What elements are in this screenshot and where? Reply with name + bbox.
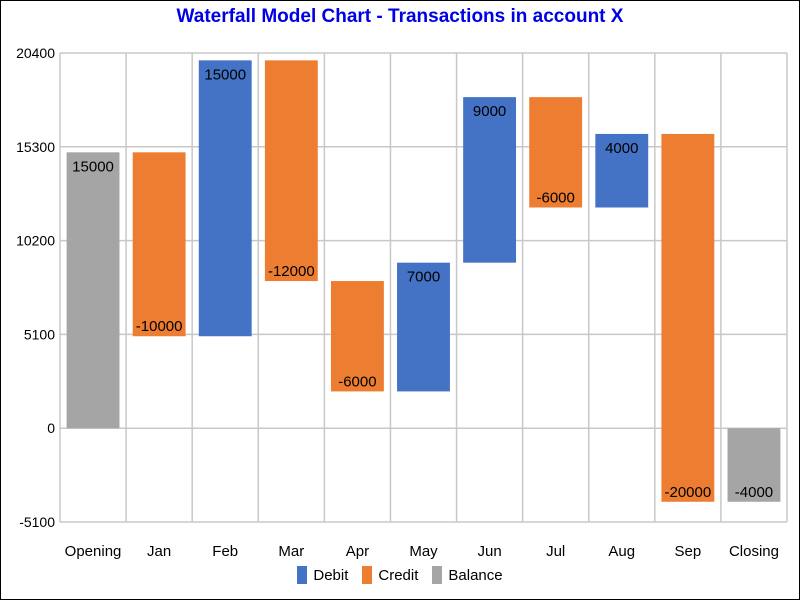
- y-tick-label: -5100: [19, 514, 55, 530]
- bar-jan: [132, 152, 186, 337]
- bar-label: 15000: [204, 66, 246, 83]
- x-tick-label: Opening: [65, 543, 122, 560]
- bar-apr: [330, 281, 384, 392]
- y-tick-label: 20400: [16, 45, 55, 61]
- legend-swatch: [362, 566, 373, 584]
- bar-label: 15000: [72, 158, 114, 175]
- bar-may: [397, 262, 450, 392]
- legend-item-credit: Credit: [362, 566, 418, 584]
- x-tick-label: Sep: [675, 543, 702, 560]
- bar-sep: [661, 133, 715, 502]
- chart-legend: Debit Credit Balance: [0, 566, 800, 584]
- bar-mar: [264, 60, 318, 282]
- legend-swatch: [297, 566, 308, 584]
- legend-label: Balance: [448, 566, 503, 584]
- bar-closing: [727, 428, 781, 502]
- x-tick-label: Closing: [729, 543, 779, 560]
- bar-label: 7000: [407, 269, 440, 286]
- legend-item-debit: Debit: [297, 566, 348, 584]
- legend-label: Credit: [378, 566, 419, 584]
- x-tick-label: Apr: [346, 543, 369, 560]
- bar-jun: [463, 97, 517, 263]
- bar-label: -6000: [338, 373, 376, 390]
- x-tick-label: Mar: [278, 543, 304, 560]
- legend-item-balance: Balance: [432, 566, 503, 584]
- x-tick-label: Aug: [608, 543, 635, 560]
- y-tick-label: 10200: [16, 233, 55, 249]
- legend-label: Debit: [313, 566, 349, 584]
- bar-label: -20000: [665, 484, 712, 501]
- y-tick-label: 5100: [24, 326, 55, 342]
- x-tick-label: Jul: [546, 543, 565, 560]
- bar-label: 9000: [473, 103, 506, 120]
- bar-feb: [198, 60, 252, 337]
- bar-label: 4000: [605, 140, 638, 157]
- legend-swatch: [432, 566, 443, 584]
- bar-label: -12000: [268, 263, 315, 280]
- bar-aug: [595, 133, 649, 208]
- x-tick-label: Jan: [147, 543, 171, 560]
- x-tick-label: Jun: [477, 543, 501, 560]
- x-tick-label: May: [409, 543, 438, 560]
- bar-label: -6000: [536, 189, 574, 206]
- bar-label: -4000: [735, 484, 773, 501]
- y-tick-label: 15300: [16, 139, 55, 155]
- x-tick-label: Feb: [212, 543, 238, 560]
- chart-title: Waterfall Model Chart - Transactions in …: [176, 6, 624, 27]
- bar-label: -10000: [136, 318, 183, 335]
- bar-jul: [529, 97, 583, 208]
- bar-opening: [66, 152, 120, 429]
- y-tick-label: 0: [47, 420, 55, 436]
